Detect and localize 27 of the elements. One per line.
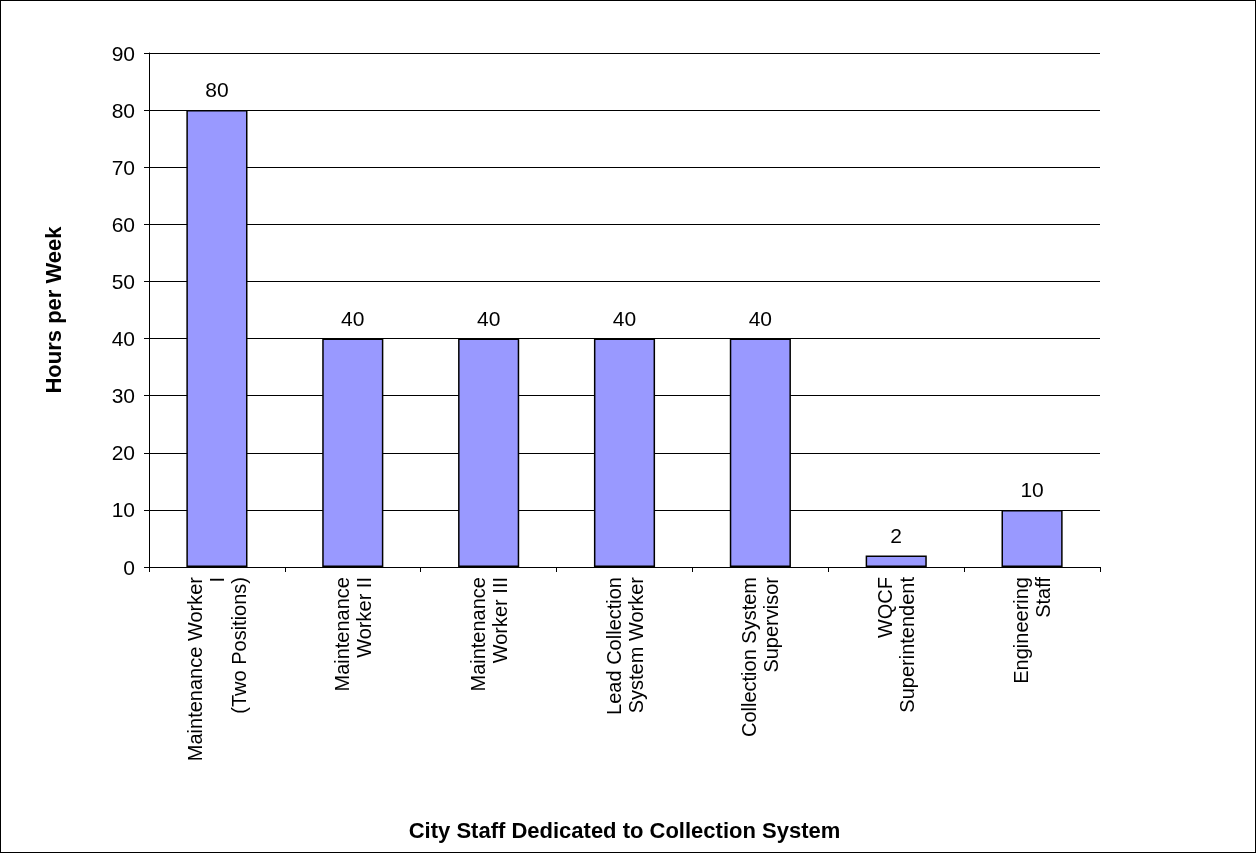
data-label: 40 bbox=[612, 306, 637, 330]
x-tick-label: Collection System Supervisor bbox=[738, 576, 783, 738]
y-tick-label: 20 bbox=[111, 441, 135, 465]
x-axis-title: City Staff Dedicated to Collection System bbox=[408, 817, 841, 843]
y-tick-label: 10 bbox=[111, 498, 135, 522]
x-tick-label: Engineering Staff bbox=[1010, 576, 1055, 684]
y-tick-label: 60 bbox=[111, 212, 135, 236]
x-tick-label: Lead Collection System Worker bbox=[602, 576, 647, 715]
y-tick-label: 0 bbox=[123, 555, 135, 579]
data-label: 40 bbox=[476, 306, 501, 330]
y-tick-label: 80 bbox=[111, 98, 135, 122]
x-tick-label: WQCF Superintendent bbox=[874, 576, 919, 713]
y-axis-title: Hours per Week bbox=[40, 225, 66, 394]
y-tick-label: 90 bbox=[111, 41, 135, 65]
x-tick-label: Maintenance Worker II bbox=[330, 577, 375, 692]
data-label: 40 bbox=[341, 306, 365, 330]
y-tick-label: 70 bbox=[111, 155, 135, 179]
data-label: 10 bbox=[1020, 477, 1044, 501]
y-tick-label: 50 bbox=[111, 269, 135, 293]
y-tick-label: 40 bbox=[111, 327, 135, 351]
x-tick-label: Maintenance Worker I (Two Positions) bbox=[183, 576, 250, 762]
data-label: 40 bbox=[748, 306, 773, 330]
data-label: 80 bbox=[205, 78, 229, 102]
x-tick-label: Maintenance Worker III bbox=[466, 577, 511, 692]
y-tick-label: 30 bbox=[111, 384, 135, 408]
data-label: 2 bbox=[890, 523, 903, 547]
bar bbox=[865, 555, 927, 567]
